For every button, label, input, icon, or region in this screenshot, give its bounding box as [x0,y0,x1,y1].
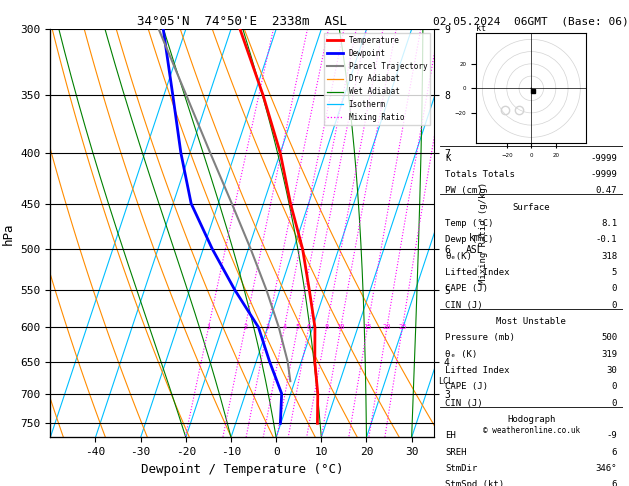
Text: 4: 4 [282,324,287,330]
Text: 15: 15 [364,324,372,330]
Text: Totals Totals: Totals Totals [445,170,515,179]
Text: Lifted Index: Lifted Index [445,268,510,277]
Text: 10: 10 [337,324,345,330]
Text: -9999: -9999 [591,170,617,179]
Text: 2: 2 [243,324,247,330]
Text: 0.47: 0.47 [596,186,617,195]
Text: StmSpd (kt): StmSpd (kt) [445,480,504,486]
Text: 3: 3 [265,324,270,330]
Text: 500: 500 [601,333,617,342]
Text: Surface: Surface [513,203,550,212]
Y-axis label: Mixing Ratio (g/kg): Mixing Ratio (g/kg) [479,182,487,284]
Text: 5: 5 [612,268,617,277]
Text: 319: 319 [601,349,617,359]
Text: 0: 0 [612,399,617,408]
Text: 5: 5 [296,324,300,330]
X-axis label: Dewpoint / Temperature (°C): Dewpoint / Temperature (°C) [141,463,343,476]
Text: StmDir: StmDir [445,464,477,473]
Text: 6: 6 [612,480,617,486]
Text: 1: 1 [206,324,211,330]
Text: 8: 8 [325,324,329,330]
Legend: Temperature, Dewpoint, Parcel Trajectory, Dry Adiabat, Wet Adiabat, Isotherm, Mi: Temperature, Dewpoint, Parcel Trajectory… [325,33,430,125]
Text: 30: 30 [606,366,617,375]
Text: CIN (J): CIN (J) [445,399,483,408]
Text: EH: EH [445,431,456,440]
Text: θₑ(K): θₑ(K) [445,252,472,260]
Text: Temp (°C): Temp (°C) [445,219,494,228]
Text: 0: 0 [612,382,617,391]
Text: -0.1: -0.1 [596,235,617,244]
Text: 0: 0 [612,284,617,294]
Text: Most Unstable: Most Unstable [496,317,566,326]
Text: CAPE (J): CAPE (J) [445,284,488,294]
Text: Hodograph: Hodograph [507,415,555,424]
Text: Lifted Index: Lifted Index [445,366,510,375]
Text: © weatheronline.co.uk: © weatheronline.co.uk [482,426,580,435]
Text: 25: 25 [398,324,407,330]
Text: SREH: SREH [445,448,467,457]
Text: CIN (J): CIN (J) [445,301,483,310]
Text: -9999: -9999 [591,154,617,163]
Text: -9: -9 [606,431,617,440]
Text: 346°: 346° [596,464,617,473]
Text: LCL: LCL [438,377,454,386]
Y-axis label: km
ASL: km ASL [466,233,484,255]
Text: Dewp (°C): Dewp (°C) [445,235,494,244]
Text: 318: 318 [601,252,617,260]
Text: 20: 20 [383,324,391,330]
Text: K: K [445,154,451,163]
Text: θₑ (K): θₑ (K) [445,349,477,359]
Text: CAPE (J): CAPE (J) [445,382,488,391]
Title: 34°05'N  74°50'E  2338m  ASL: 34°05'N 74°50'E 2338m ASL [137,15,347,28]
Text: 8.1: 8.1 [601,219,617,228]
Text: 6: 6 [612,448,617,457]
Text: Pressure (mb): Pressure (mb) [445,333,515,342]
Text: 0: 0 [612,301,617,310]
Title: 02.05.2024  06GMT  (Base: 06): 02.05.2024 06GMT (Base: 06) [433,17,629,27]
Text: PW (cm): PW (cm) [445,186,483,195]
Y-axis label: hPa: hPa [2,222,15,244]
Text: 6: 6 [307,324,311,330]
